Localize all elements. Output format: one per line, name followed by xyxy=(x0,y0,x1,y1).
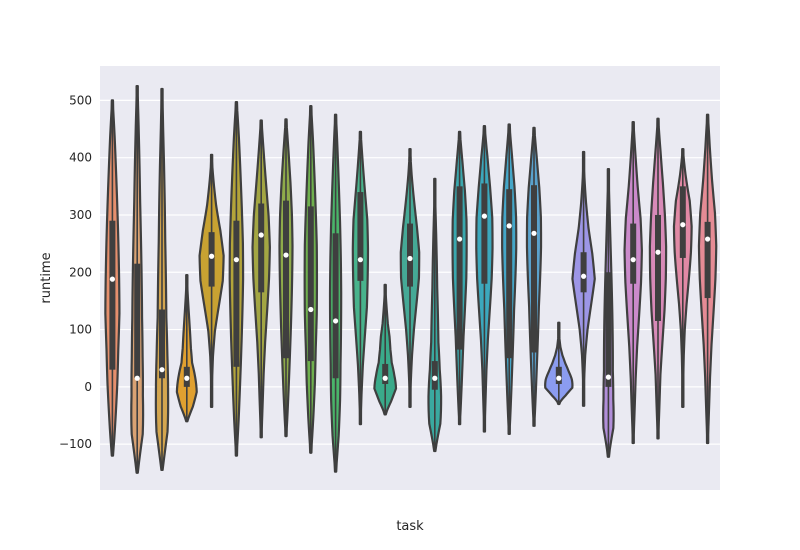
x-axis-label: task xyxy=(396,519,424,534)
violin-median-marker xyxy=(506,223,512,229)
violin-iqr-box xyxy=(605,272,612,387)
violin xyxy=(278,118,294,438)
violins xyxy=(104,84,718,474)
violin-median-marker xyxy=(481,213,487,219)
violin xyxy=(544,321,574,406)
violin-iqr-box xyxy=(159,309,165,379)
y-tick-label: 300 xyxy=(69,208,92,222)
violin xyxy=(501,123,518,435)
violin-median-marker xyxy=(109,276,115,282)
violin xyxy=(602,168,615,458)
y-tick-label: 200 xyxy=(69,265,92,279)
violin-iqr-box xyxy=(332,233,339,379)
violin-median-marker xyxy=(134,375,140,381)
violin-median-marker xyxy=(630,257,636,263)
violin xyxy=(697,113,718,445)
violin xyxy=(373,283,398,416)
violin-iqr-box xyxy=(531,185,537,353)
y-tick-label: 500 xyxy=(69,93,92,107)
violin xyxy=(648,117,668,440)
violin-median-marker xyxy=(233,257,239,263)
violin xyxy=(154,87,170,472)
violin-iqr-box xyxy=(431,361,438,390)
violin xyxy=(399,147,421,409)
violin xyxy=(328,113,343,473)
violin-iqr-box xyxy=(357,192,364,281)
violin xyxy=(175,274,198,423)
violin-median-marker xyxy=(705,236,711,242)
violin-iqr-box xyxy=(456,186,463,350)
violin-median-marker xyxy=(159,367,165,373)
violin-iqr-box xyxy=(109,220,116,370)
violin xyxy=(571,150,596,407)
violin xyxy=(104,99,121,457)
violin-iqr-box xyxy=(481,183,488,284)
violin-median-marker xyxy=(283,252,289,258)
y-tick-label: −100 xyxy=(59,437,92,451)
violin-iqr-box xyxy=(630,223,637,284)
violin-median-marker xyxy=(308,306,314,313)
violin-median-marker xyxy=(531,230,537,236)
y-axis-label: runtime xyxy=(39,252,54,303)
violin-median-marker xyxy=(680,222,686,228)
violin-iqr-box xyxy=(307,206,314,362)
violin-median-marker xyxy=(457,236,463,242)
violin-iqr-box xyxy=(407,223,413,287)
violin-iqr-box xyxy=(382,363,389,384)
violin-median-marker xyxy=(184,375,190,381)
violin xyxy=(130,84,145,474)
violin-median-marker xyxy=(581,273,587,279)
violin xyxy=(525,126,543,427)
violin-iqr-box xyxy=(506,189,513,359)
violin-median-marker xyxy=(605,374,612,380)
violin-median-marker xyxy=(655,249,661,255)
y-tick-label: 0 xyxy=(84,380,92,394)
violin-iqr-box xyxy=(283,200,289,359)
violin-median-marker xyxy=(357,257,363,263)
violin xyxy=(672,147,693,409)
violin-median-marker xyxy=(209,253,215,259)
violin-median-marker xyxy=(258,232,264,238)
violin-iqr-box xyxy=(208,232,215,287)
violin-iqr-box xyxy=(233,220,240,367)
violin xyxy=(303,105,319,454)
violin xyxy=(251,119,271,439)
violin-median-marker xyxy=(382,375,388,381)
violin xyxy=(198,153,225,409)
violin-iqr-box xyxy=(258,203,265,293)
violin-median-marker xyxy=(333,318,339,324)
y-tick-label: 100 xyxy=(69,323,92,337)
violin-iqr-box xyxy=(580,252,587,293)
violin xyxy=(427,177,443,453)
y-tick-label: 400 xyxy=(69,151,92,165)
violin xyxy=(451,130,468,426)
violin xyxy=(228,101,245,457)
violin-iqr-box xyxy=(704,221,711,299)
y-axis-ticks: −100 0 100 200 300 400 500 xyxy=(59,93,92,451)
violin-median-marker xyxy=(407,255,413,262)
violin-iqr-box xyxy=(555,366,562,384)
violin xyxy=(623,121,643,445)
violin xyxy=(351,130,370,426)
violin-iqr-box xyxy=(134,263,141,379)
violin-median-marker xyxy=(556,375,562,381)
violin-iqr-box xyxy=(655,214,661,321)
violin-median-marker xyxy=(432,375,438,381)
violin xyxy=(475,125,494,433)
